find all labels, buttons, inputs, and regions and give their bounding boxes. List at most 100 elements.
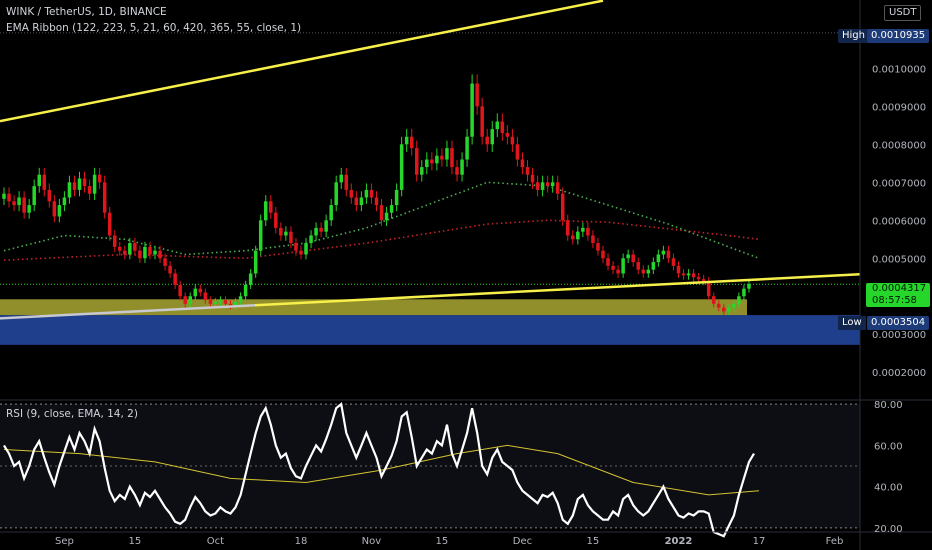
candle-body [379,205,384,221]
candle-body [727,307,731,312]
candle-body [706,281,711,297]
candle-body [455,167,459,175]
candle-body [722,307,726,312]
candle-body [530,174,535,183]
ema-ribbon-legend[interactable]: EMA Ribbon (122, 223, 5, 21, 60, 420, 36… [6,22,302,34]
candle-body [133,243,137,251]
candle-body [354,197,359,206]
candle-body [460,159,464,175]
candle-body [430,159,434,164]
candle-body [208,300,213,304]
currency-button[interactable]: USDT [884,5,922,21]
price-tick-label: 0.0002000 [872,368,926,379]
price-tick-label: 0.0009000 [872,102,926,113]
candle-body [102,182,107,213]
candle-body [420,167,424,175]
time-tick-label: Nov [362,536,382,547]
candle-body [686,273,691,276]
candle-body [364,189,369,198]
candle-body [535,182,540,190]
demand-zone [0,315,860,345]
rsi-tick-label: 40.00 [874,483,903,494]
candle-body [163,258,167,266]
candle-body [374,197,379,206]
candle-body [490,129,495,145]
candle-body [676,265,681,274]
candle-body [435,155,439,164]
candle-body [631,254,635,263]
candle-body [107,212,112,236]
candle-body [606,258,610,266]
candle-body [440,155,444,160]
candle-body [737,296,741,304]
rsi-line [3,402,755,538]
candle-body [445,148,449,160]
candle-body [118,246,122,251]
high-price-badge: 0.0010935 [867,29,930,43]
candle-body [299,250,303,255]
time-tick-label: 2022 [665,536,693,547]
candle-body [545,182,550,187]
candle-body [153,250,157,255]
candle-body [304,243,308,255]
price-pane[interactable] [0,0,861,345]
lower-trendline-faded[interactable] [0,304,256,320]
candle-body [253,250,258,274]
candle-body [294,243,298,251]
candle-body [279,227,283,236]
candle-body [369,189,374,198]
candle-body [550,182,555,187]
candle-body [384,212,389,221]
rsi-tick-label: 80.00 [874,400,903,411]
candle-body [359,197,364,206]
upper-trendline[interactable] [0,0,604,123]
candle-body [581,227,585,232]
candle-body [500,121,505,133]
candle-body [188,296,193,304]
time-tick-label: Dec [513,536,532,547]
rsi-legend[interactable]: RSI (9, close, EMA, 14, 2) [6,408,138,420]
candle-body [148,246,152,255]
lower-trendline[interactable] [254,272,861,307]
candle-body [586,227,590,236]
time-tick-label: 15 [129,536,142,547]
candle-body [62,197,67,206]
candle-body [576,231,580,240]
candle-body [17,197,21,206]
candle-body [82,178,87,187]
price-tick-label: 0.0003000 [872,330,926,341]
price-tick-label: 0.0005000 [872,254,926,265]
candle-body [480,106,484,137]
candle-body [87,186,92,194]
candle-body [525,167,530,175]
time-tick-label: 17 [753,536,766,547]
price-tick-label: 0.0007000 [872,178,926,189]
ema-21-line [3,181,760,260]
time-tick-label: Sep [55,536,74,547]
symbol-legend[interactable]: WINK / TetherUS, 1D, BINANCE [6,6,167,18]
candle-body [611,265,615,270]
candle-body [178,284,182,297]
candle-body [218,300,223,302]
rsi-tick-label: 20.00 [874,524,903,535]
candle-body [42,174,47,190]
candle-body [656,254,661,263]
rsi-pane[interactable] [0,402,860,538]
candle-body [32,186,36,206]
candle-body [505,132,510,137]
candle-body [389,205,394,213]
candle-body [671,258,676,266]
candle-body [269,201,273,213]
candle-body [409,136,414,149]
candle-body [97,174,102,183]
candle-body [77,178,82,190]
time-tick-label: Oct [207,536,224,547]
candle-body [274,212,278,228]
ema-55-line [3,219,760,261]
candle-body [228,303,233,306]
candle-body [414,148,419,175]
candle-body [198,288,203,293]
candle-body [143,246,147,259]
candle-body [12,201,16,206]
